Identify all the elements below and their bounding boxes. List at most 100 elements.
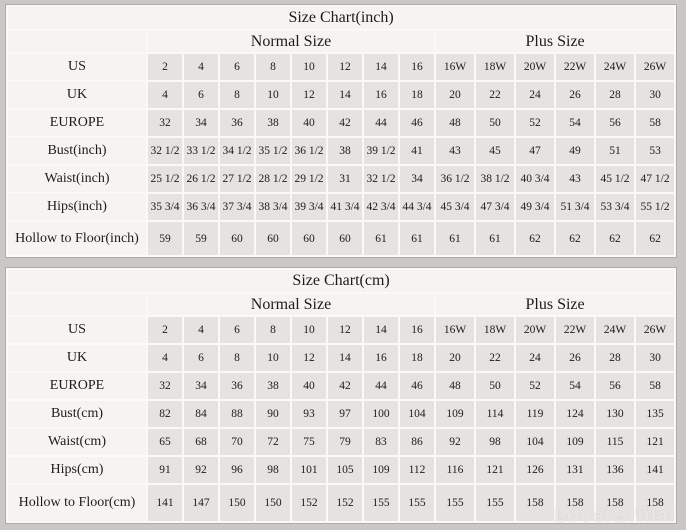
size-value-cell: 121 — [476, 457, 514, 483]
size-value-cell: 24 — [516, 345, 554, 371]
size-value-cell: 84 — [184, 401, 218, 427]
size-value-cell: 124 — [556, 401, 594, 427]
size-value-cell: 158 — [556, 485, 594, 521]
size-value-cell: 158 — [516, 485, 554, 521]
row-label-cell: Hollow to Floor(inch) — [8, 222, 146, 255]
size-chart-cm-title: Size Chart(cm) — [8, 270, 675, 292]
size-value-cell: 27 1/2 — [220, 166, 254, 192]
size-value-cell: 33 1/2 — [184, 138, 218, 164]
size-value-cell: 152 — [292, 485, 326, 521]
size-value-cell: 38 — [256, 110, 290, 136]
size-value-cell: 54 — [556, 110, 594, 136]
size-value-cell: 24W — [596, 317, 634, 343]
size-value-cell: 26W — [636, 317, 675, 343]
size-value-cell: 36 — [220, 373, 254, 399]
size-value-cell: 158 — [636, 485, 675, 521]
size-value-cell: 26 — [556, 82, 594, 108]
size-value-cell: 20 — [436, 345, 474, 371]
size-value-cell: 4 — [148, 345, 182, 371]
size-value-cell: 37 3/4 — [220, 194, 254, 220]
size-value-cell: 20W — [516, 54, 554, 80]
table-row: Waist(inch) 25 1/2 26 1/2 27 1/2 28 1/2 29 1/… — [8, 166, 675, 192]
group-header-plus-size: Plus Size — [436, 31, 675, 52]
size-value-cell: 104 — [400, 401, 434, 427]
size-value-cell: 51 3/4 — [556, 194, 594, 220]
size-value-cell: 51 — [596, 138, 634, 164]
table-row: US 2 4 6 8 10 12 14 16 16W 18W 20W 22W 24W 26W — [8, 54, 675, 80]
size-value-cell: 39 1/2 — [364, 138, 398, 164]
size-value-cell: 22 — [476, 345, 514, 371]
row-label-cell: Waist(inch) — [8, 166, 146, 192]
size-value-cell: 48 — [436, 373, 474, 399]
size-value-cell: 39 3/4 — [292, 194, 326, 220]
size-value-cell: 8 — [220, 82, 254, 108]
size-value-cell: 54 — [556, 373, 594, 399]
size-value-cell: 53 3/4 — [596, 194, 634, 220]
size-value-cell: 10 — [292, 317, 326, 343]
size-value-cell: 26 — [556, 345, 594, 371]
size-value-cell: 36 1/2 — [436, 166, 474, 192]
size-value-cell: 158 — [596, 485, 634, 521]
size-value-cell: 10 — [292, 54, 326, 80]
size-value-cell: 8 — [256, 54, 290, 80]
size-value-cell: 34 — [400, 166, 434, 192]
size-chart-inch-title: Size Chart(inch) — [8, 7, 675, 29]
size-value-cell: 105 — [328, 457, 362, 483]
size-value-cell: 62 — [636, 222, 675, 255]
size-value-cell: 100 — [364, 401, 398, 427]
size-value-cell: 55 1/2 — [636, 194, 675, 220]
size-value-cell: 12 — [292, 82, 326, 108]
size-value-cell: 4 — [184, 317, 218, 343]
size-value-cell: 31 — [328, 166, 362, 192]
table-row: Waist(cm) 65 68 70 72 75 79 83 86 92 98 104 109 115 12… — [8, 429, 675, 455]
size-value-cell: 24W — [596, 54, 634, 80]
size-value-cell: 152 — [328, 485, 362, 521]
size-value-cell: 38 1/2 — [476, 166, 514, 192]
group-header-normal-size: Normal Size — [148, 31, 434, 52]
size-value-cell: 26W — [636, 54, 675, 80]
size-value-cell: 14 — [328, 345, 362, 371]
size-value-cell: 38 3/4 — [256, 194, 290, 220]
corner-cell — [8, 294, 146, 315]
row-label-cell: Waist(cm) — [8, 429, 146, 455]
size-value-cell: 46 — [400, 373, 434, 399]
size-value-cell: 49 — [556, 138, 594, 164]
size-value-cell: 147 — [184, 485, 218, 521]
size-value-cell: 4 — [184, 54, 218, 80]
size-value-cell: 141 — [148, 485, 182, 521]
size-value-cell: 38 — [328, 138, 362, 164]
size-value-cell: 32 — [148, 110, 182, 136]
size-value-cell: 109 — [556, 429, 594, 455]
size-value-cell: 126 — [516, 457, 554, 483]
size-value-cell: 135 — [636, 401, 675, 427]
size-value-cell: 28 — [596, 82, 634, 108]
table-row: Hollow to Floor(cm) 141 147 150 150 152 152 155… — [8, 485, 675, 521]
row-label-cell: Bust(cm) — [8, 401, 146, 427]
size-value-cell: 79 — [328, 429, 362, 455]
size-value-cell: 18 — [400, 345, 434, 371]
table-row: EUROPE 32 34 36 38 40 42 44 46 48 50 52 54 56 58 — [8, 373, 675, 399]
table-row: Bust(cm) 82 84 88 90 93 97 100 104 109 114 119 124 13… — [8, 401, 675, 427]
size-value-cell: 41 — [400, 138, 434, 164]
table-row: US 2 4 6 8 10 12 14 16 16W 18W 20W 22W 24W 26W — [8, 317, 675, 343]
size-value-cell: 12 — [328, 317, 362, 343]
group-header-plus-size: Plus Size — [436, 294, 675, 315]
size-value-cell: 61 — [400, 222, 434, 255]
size-value-cell: 47 3/4 — [476, 194, 514, 220]
size-value-cell: 41 3/4 — [328, 194, 362, 220]
size-value-cell: 72 — [256, 429, 290, 455]
size-value-cell: 10 — [256, 345, 290, 371]
size-value-cell: 8 — [220, 345, 254, 371]
size-value-cell: 83 — [364, 429, 398, 455]
size-value-cell: 50 — [476, 110, 514, 136]
size-value-cell: 62 — [596, 222, 634, 255]
size-value-cell: 150 — [256, 485, 290, 521]
size-value-cell: 14 — [364, 317, 398, 343]
table-row: UK 4 6 8 10 12 14 16 18 20 22 24 26 28 30 — [8, 345, 675, 371]
size-value-cell: 47 — [516, 138, 554, 164]
size-value-cell: 49 3/4 — [516, 194, 554, 220]
size-value-cell: 75 — [292, 429, 326, 455]
size-value-cell: 155 — [436, 485, 474, 521]
corner-cell — [8, 31, 146, 52]
